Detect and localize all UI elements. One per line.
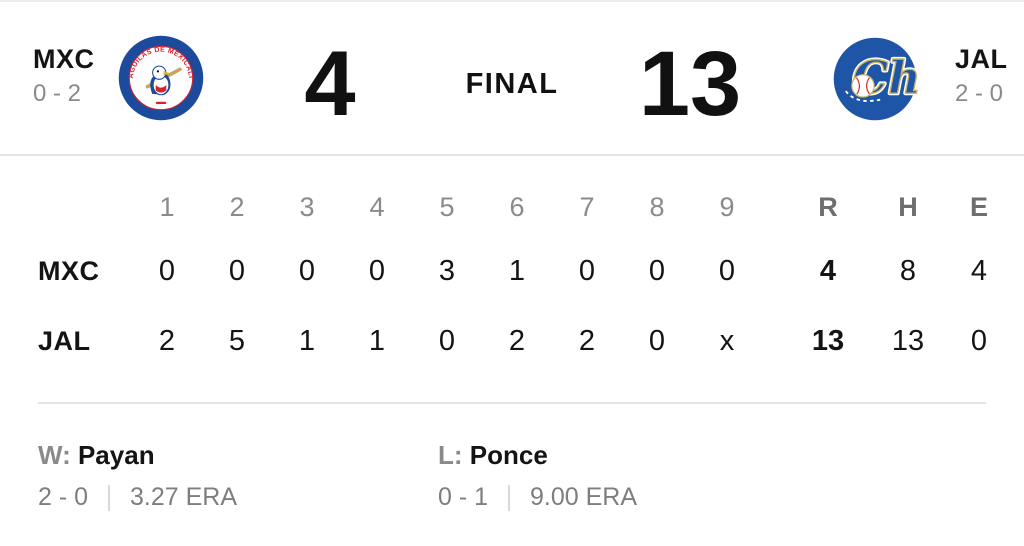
runs-cell: 4 [819, 254, 837, 287]
inning-cell: 0 [298, 254, 316, 287]
inning-cell: 1 [298, 324, 316, 357]
inning-cell: 0 [158, 254, 176, 287]
inning-header: 9 [719, 191, 735, 222]
win-label: W: [38, 440, 71, 470]
inning-cell: 2 [508, 324, 526, 357]
winning-pitcher-era: 3.27 ERA [130, 483, 238, 511]
inning-header: 3 [299, 191, 315, 222]
losing-pitcher-name: Ponce [469, 440, 548, 470]
losing-pitcher-record: 0 - 1 [438, 483, 489, 511]
home-team-abbr: JAL [955, 44, 1008, 74]
away-team-abbr: MXC [33, 44, 95, 74]
winning-pitcher-name: Payan [77, 440, 155, 470]
pitchers-section: W: Payan 2 - 0 3.27 ERA L: Ponce 0 - 1 9… [0, 404, 1024, 512]
inning-cell: 3 [438, 254, 456, 287]
inning-header: 5 [439, 191, 455, 222]
inning-cell: x [719, 324, 735, 357]
inning-cell: 2 [158, 324, 176, 357]
linescore-header-row: 1 2 3 4 5 6 7 8 9 R H E [0, 176, 1024, 238]
inning-header: 8 [649, 191, 665, 222]
linescore-row-away: MXC 0 0 0 0 3 1 0 0 0 4 8 4 [0, 238, 1024, 304]
inning-header: 2 [229, 191, 245, 222]
runs-header: R [818, 191, 838, 222]
inning-cell: 0 [648, 254, 666, 287]
hits-cell: 13 [891, 324, 925, 357]
game-header: MXC 0 - 2 AGUILAS DE MEXICALI [0, 2, 1024, 156]
baseball-icon [851, 74, 875, 98]
inning-cell: 2 [578, 324, 596, 357]
hits-cell: 8 [899, 254, 917, 287]
stat-divider [108, 484, 111, 511]
team-cell: JAL [38, 325, 91, 356]
winning-pitcher: W: Payan 2 - 0 3.27 ERA [38, 440, 438, 512]
home-team-logo[interactable]: Ch Ch [832, 36, 918, 122]
linescore-row-home: JAL 2 5 1 1 0 2 2 0 x 13 13 0 [0, 304, 1024, 378]
inning-cell: 0 [368, 254, 386, 287]
losing-pitcher-era: 9.00 ERA [530, 483, 638, 511]
errors-header: E [969, 191, 988, 222]
inning-cell: 0 [648, 324, 666, 357]
home-team-record: 2 - 0 [955, 80, 1004, 107]
team-cell: MXC [38, 255, 100, 286]
linescore-table: 1 2 3 4 5 6 7 8 9 R H E MXC 0 0 0 0 3 1 … [0, 156, 1024, 404]
inning-header: 4 [369, 191, 385, 222]
inning-cell: 0 [228, 254, 246, 287]
runs-cell: 13 [811, 324, 845, 357]
inning-cell: 0 [438, 324, 456, 357]
inning-cell: 5 [228, 324, 246, 357]
swoosh-icon [845, 90, 881, 102]
inning-cell: 1 [368, 324, 386, 357]
home-score: 13 [638, 33, 742, 135]
away-team-record: 0 - 2 [33, 80, 82, 107]
inning-cell: 1 [508, 254, 526, 287]
stat-divider [508, 484, 511, 511]
inning-header: 6 [509, 191, 525, 222]
away-team-logo[interactable]: AGUILAS DE MEXICALI [117, 34, 205, 122]
game-status: FINAL [465, 68, 559, 100]
inning-cell: 0 [578, 254, 596, 287]
loss-label: L: [438, 440, 463, 470]
section-divider [38, 402, 986, 404]
inning-header: 7 [579, 191, 595, 222]
winning-pitcher-record: 2 - 0 [38, 483, 89, 511]
inning-cell: 0 [718, 254, 736, 287]
eagle-mascot-icon [145, 65, 182, 105]
errors-cell: 4 [970, 254, 988, 287]
away-score: 4 [304, 33, 356, 135]
inning-header: 1 [159, 191, 175, 222]
losing-pitcher: L: Ponce 0 - 1 9.00 ERA [438, 440, 838, 512]
hits-header: H [898, 191, 918, 222]
errors-cell: 0 [970, 324, 988, 357]
